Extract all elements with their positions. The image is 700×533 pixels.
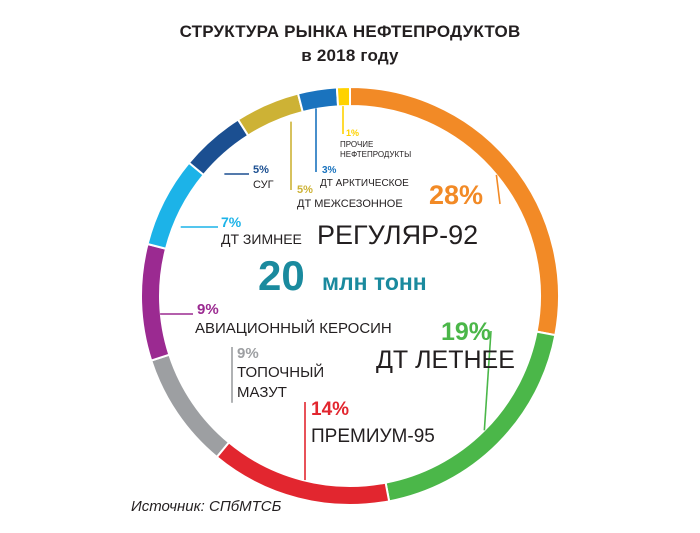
slice-дт-межсезонное: [236, 92, 304, 137]
category-label-прочие-нефтепродукты-2: НЕФТЕПРОДУКТЫ: [340, 150, 411, 159]
pct-label-прочие-нефтепродукты: 1%: [346, 128, 359, 138]
leader-дт-летнее: [483, 330, 492, 431]
category-label-дт-зимнее: ДТ ЗИМНЕЕ: [221, 231, 302, 247]
center-unit: млн тонн: [322, 269, 427, 295]
center-value: 20: [258, 252, 305, 299]
category-label-премиум-95: ПРЕМИУМ-95: [311, 426, 435, 447]
source-note: Источник: СПбМТСБ: [131, 498, 282, 515]
slice-регуляр-92: [349, 85, 560, 337]
slice-прочие-нефтепродукты: [335, 85, 351, 108]
pct-label-дт-зимнее: 7%: [221, 214, 242, 230]
slice-дт-арктическое: [296, 86, 340, 114]
slice-авиационный-керосин: [140, 242, 171, 362]
category-label-авиационный-керосин: АВИАЦИОННЫЙ КЕРОСИН: [195, 319, 392, 337]
slice-суг: [187, 118, 250, 177]
pct-label-регуляр-92: 28%: [429, 180, 483, 210]
category-label-регуляр-92: РЕГУЛЯР-92: [317, 220, 478, 250]
slice-премиум-95: [215, 440, 391, 506]
chart-title: СТРУКТУРА РЫНКА НЕФТЕПРОДУКТОВ: [179, 22, 521, 41]
donut-ring: [140, 85, 560, 506]
pct-label-дт-межсезонное: 5%: [297, 184, 313, 196]
leader-регуляр-92: [495, 174, 501, 205]
pct-label-суг: 5%: [253, 164, 269, 176]
category-label-топочный-мазут-2: МАЗУТ: [237, 384, 287, 401]
slice-дт-зимнее: [146, 161, 206, 250]
category-label-дт-арктическое: ДТ АРКТИЧЕСКОЕ: [320, 178, 409, 189]
pct-label-топочный-мазут: 9%: [237, 345, 259, 362]
slice-labels: 28% РЕГУЛЯР-92 19%ДТ ЛЕТНЕЕ 14% ПРЕМИУМ-95 9%…: [195, 128, 515, 447]
category-label-дт-межсезонное: ДТ МЕЖСЕЗОННОЕ: [297, 198, 403, 210]
center-total: 20 млн тонн: [258, 252, 427, 299]
category-label-суг: СУГ: [253, 179, 274, 191]
category-label-дт-летнее: ДТ ЛЕТНЕЕ: [376, 346, 515, 374]
category-label-прочие-нефтепродукты-1: ПРОЧИЕ: [340, 140, 373, 149]
pct-label-авиационный-керосин: 9%: [197, 301, 219, 318]
category-label-топочный-мазут-1: ТОПОЧНЫЙ: [237, 363, 324, 381]
pct-label-дт-арктическое: 3%: [322, 165, 337, 176]
slice-топочный-мазут: [149, 353, 231, 459]
leader-lines: [160, 106, 501, 481]
pct-label-дт-летнее: 19%: [441, 318, 491, 346]
chart-subtitle: в 2018 году: [301, 46, 399, 65]
pct-label-премиум-95: 14%: [311, 399, 349, 420]
